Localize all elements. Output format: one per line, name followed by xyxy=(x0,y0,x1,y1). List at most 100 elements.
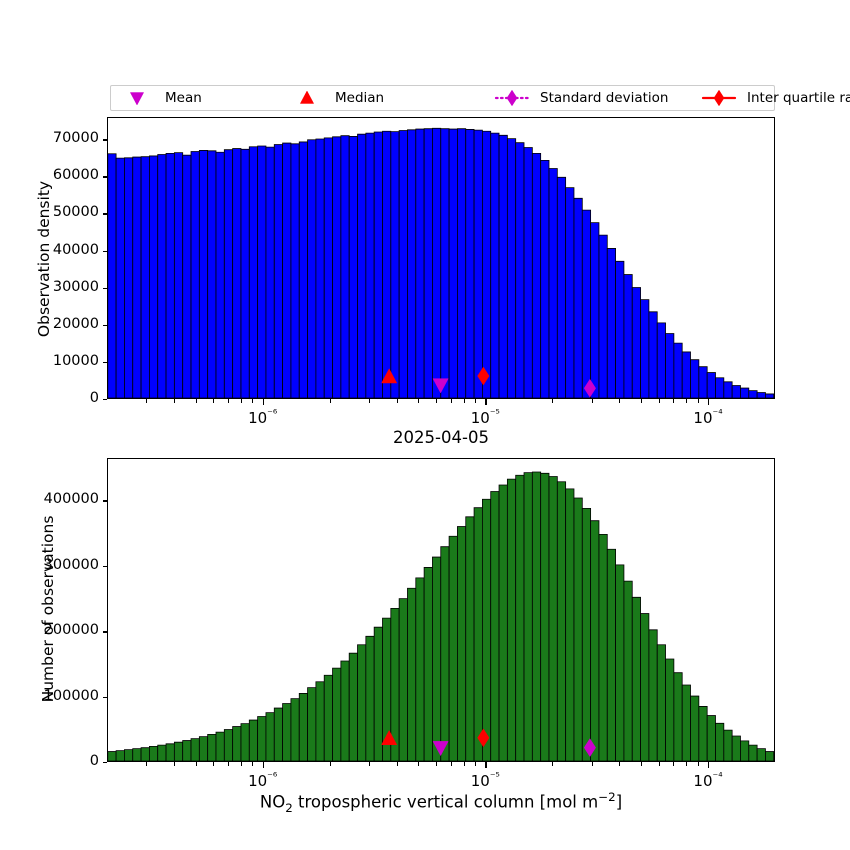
x-minor-tick-mark xyxy=(213,399,215,403)
histogram-bar xyxy=(482,131,490,398)
histogram-bar xyxy=(574,498,582,761)
histogram-bar xyxy=(641,300,649,398)
histogram-bar xyxy=(191,739,199,761)
histogram-bar xyxy=(682,352,690,398)
histogram-bar xyxy=(183,741,191,761)
x-minor-tick-mark xyxy=(697,399,699,403)
x-tick-mark xyxy=(485,762,487,768)
histogram-bar xyxy=(516,475,524,761)
y-tick-mark xyxy=(103,324,107,327)
y-tick-mark xyxy=(103,213,107,215)
histogram-bar xyxy=(424,129,432,398)
histogram-bar xyxy=(174,742,182,761)
histogram-bar xyxy=(358,645,366,761)
legend-item-standard-deviation[interactable]: Standard deviation xyxy=(494,88,668,108)
histogram-bar xyxy=(258,146,266,398)
histogram-bar xyxy=(582,508,590,761)
histogram-bar xyxy=(607,549,615,761)
histogram-bar xyxy=(765,394,773,398)
histogram-bar xyxy=(191,152,199,398)
x-tick-label: 10⁻⁴ xyxy=(693,770,723,790)
histogram-bar xyxy=(333,137,341,398)
histogram-bar xyxy=(199,150,207,398)
y-tick-label: 60000 xyxy=(52,167,99,184)
histogram-bar xyxy=(407,588,415,761)
histogram-bar xyxy=(374,132,382,398)
histogram-bar xyxy=(599,534,607,761)
bottom-plot-x-axis-label: NO2 tropospheric vertical column [mol m−… xyxy=(259,790,623,815)
histogram-bar xyxy=(765,752,773,761)
histogram-bar xyxy=(466,129,474,398)
histogram-bar xyxy=(216,732,224,761)
histogram-bar xyxy=(566,188,574,398)
y-tick-label: 0 xyxy=(89,753,99,769)
y-tick-label: 20000 xyxy=(52,315,99,332)
x-minor-tick-mark xyxy=(475,762,477,766)
histogram-bar xyxy=(616,565,624,761)
y-tick-mark xyxy=(103,250,107,252)
y-tick-mark xyxy=(103,287,107,289)
legend-item-label: Mean xyxy=(165,90,202,106)
histogram-bar xyxy=(349,136,357,398)
x-minor-tick-mark xyxy=(396,762,398,766)
y-tick-mark xyxy=(103,399,107,401)
histogram-bar xyxy=(158,154,166,398)
histogram-bar xyxy=(749,391,757,398)
histogram-bar xyxy=(283,143,291,398)
x-tick-label: 10⁻⁶ xyxy=(248,407,278,427)
histogram-bar xyxy=(624,275,632,398)
histogram-bar xyxy=(349,653,357,761)
histogram-bar xyxy=(757,392,765,398)
legend-item-mean[interactable]: Mean xyxy=(119,88,202,108)
histogram-bar xyxy=(216,152,224,398)
histogram-bar xyxy=(441,129,449,398)
legend-item-inter-quartile-range[interactable]: Inter quartile range xyxy=(701,88,850,108)
x-minor-tick-mark xyxy=(435,399,437,403)
histogram-bar xyxy=(649,630,657,761)
diamond-icon xyxy=(701,89,737,107)
histogram-bar xyxy=(341,136,349,398)
y-tick-mark xyxy=(103,696,107,698)
x-minor-tick-mark xyxy=(368,399,370,403)
histogram-bar xyxy=(491,491,499,761)
bottom-plot-y-axis-label: Number of observations xyxy=(39,515,57,703)
x-minor-tick-mark xyxy=(697,762,699,766)
histogram-bar xyxy=(399,599,407,761)
histogram-bar xyxy=(657,323,665,398)
histogram-bar xyxy=(183,155,191,398)
histogram-bar xyxy=(657,645,665,761)
histogram-bar xyxy=(124,158,132,398)
histogram-bar xyxy=(308,140,316,398)
x-minor-tick-mark xyxy=(686,399,688,403)
x-tick-mark xyxy=(485,399,487,405)
histogram-bar xyxy=(274,708,282,761)
histogram-bar xyxy=(149,746,157,761)
histogram-bar xyxy=(549,477,557,761)
histogram-bar xyxy=(682,685,690,761)
histogram-bar xyxy=(491,133,499,398)
histogram-bar xyxy=(674,343,682,398)
x-minor-tick-mark xyxy=(241,399,243,403)
histogram-bar xyxy=(699,706,707,761)
x-minor-tick-mark xyxy=(619,399,621,403)
histogram-bar xyxy=(116,751,124,761)
histogram-bar xyxy=(449,536,457,761)
x-minor-tick-mark xyxy=(418,399,420,403)
histogram-bar xyxy=(507,479,515,761)
x-minor-tick-mark xyxy=(619,762,621,766)
y-tick-label: 400000 xyxy=(43,491,99,508)
y-tick-mark xyxy=(103,631,107,633)
x-minor-tick-mark xyxy=(368,762,370,766)
histogram-bar xyxy=(715,378,723,398)
x-tick-mark xyxy=(262,399,264,405)
legend-item-median[interactable]: Median xyxy=(289,88,384,108)
y-tick-mark xyxy=(103,565,107,568)
histogram-bar xyxy=(674,673,682,761)
x-tick-label: 10⁻⁵ xyxy=(470,407,500,427)
histogram-bar xyxy=(149,156,157,398)
histogram-bar xyxy=(299,693,307,761)
x-minor-tick-mark xyxy=(195,399,197,403)
y-tick-mark xyxy=(103,762,107,764)
histogram-bar xyxy=(516,143,524,398)
